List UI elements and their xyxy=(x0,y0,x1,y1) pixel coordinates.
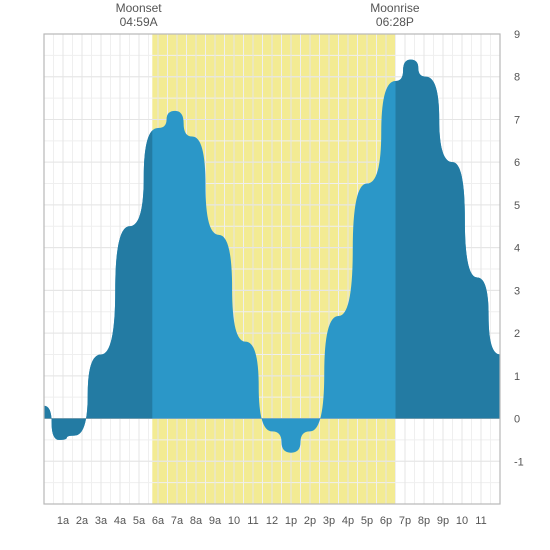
y-tick-label: -1 xyxy=(514,456,524,468)
x-axis-labels: 1a 2a 3a 4a 5a 6a 7a 8a 9a 10 11 12 1p 2p 3p 4p 5p 6p 7p 8p… xyxy=(57,515,487,527)
x-tick-label: 10 xyxy=(228,515,240,527)
y-tick-label: 2 xyxy=(514,328,520,340)
y-tick-label: 9 xyxy=(514,29,520,41)
annotation-moonset_label: Moonset xyxy=(116,1,163,15)
annotation-moonrise_label: Moonrise xyxy=(370,1,420,15)
x-tick-label: 2a xyxy=(76,515,89,527)
y-tick-label: 4 xyxy=(514,243,520,255)
tide-chart: 1a2a3a4a5a6a7a8a9a1011121p2p3p4p5p6p7p8p… xyxy=(0,0,550,550)
y-tick-label: 0 xyxy=(514,414,520,426)
x-tick-label: 11 xyxy=(247,515,258,527)
x-tick-label: 1a xyxy=(57,515,70,527)
x-tick-label: 4p xyxy=(342,515,354,527)
x-tick-label: 6a xyxy=(152,515,165,527)
x-tick-label: 6p xyxy=(380,515,392,527)
x-tick-label: 8p xyxy=(418,515,430,527)
x-tick-label: 4a xyxy=(114,515,127,527)
x-tick-label: 9p xyxy=(437,515,449,527)
annotation-moonset_time: 04:59A xyxy=(120,15,158,29)
y-tick-label: 3 xyxy=(514,285,520,297)
x-tick-label: 5p xyxy=(361,515,373,527)
x-tick-label: 12 xyxy=(266,515,278,527)
y-tick-label: 7 xyxy=(514,114,520,126)
tide-chart-container: 1a2a3a4a5a6a7a8a9a1011121p2p3p4p5p6p7p8p… xyxy=(0,0,550,550)
x-tick-label: 8a xyxy=(190,515,203,527)
x-tick-label: 9a xyxy=(209,515,222,527)
x-tick-label: 3a xyxy=(95,515,108,527)
y-tick-label: 8 xyxy=(514,72,520,84)
x-tick-label: 3p xyxy=(323,515,335,527)
x-tick-label: 1p xyxy=(285,515,297,527)
x-tick-label: 7p xyxy=(399,515,411,527)
y-tick-label: 5 xyxy=(514,200,520,212)
annotation-moonrise_time: 06:28P xyxy=(376,15,414,29)
x-tick-label: 10 xyxy=(456,515,468,527)
y-tick-label: 6 xyxy=(514,157,520,169)
x-tick-label: 11 xyxy=(475,515,486,527)
x-tick-label: 7a xyxy=(171,515,184,527)
y-tick-label: 1 xyxy=(514,371,520,383)
x-tick-label: 5a xyxy=(133,515,146,527)
x-tick-label: 2p xyxy=(304,515,316,527)
